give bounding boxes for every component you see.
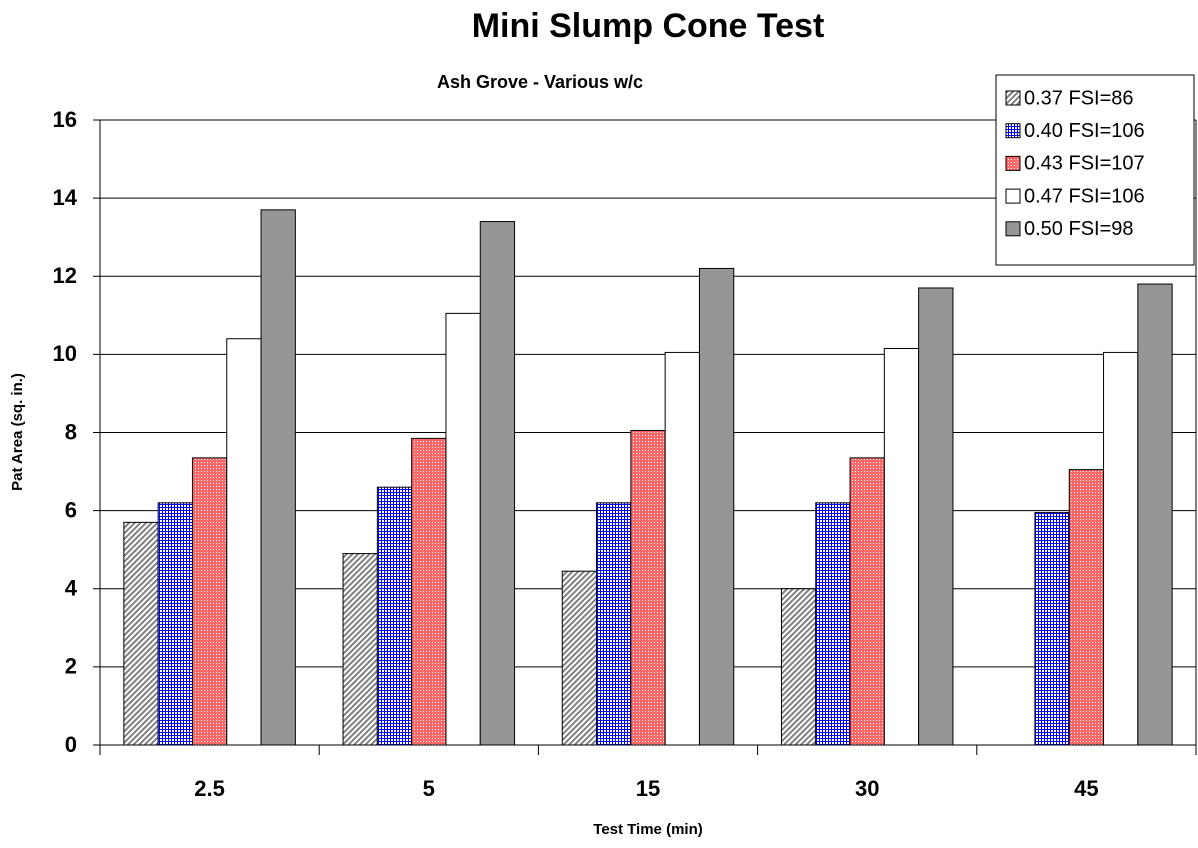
bar <box>561 570 598 746</box>
bar <box>1137 283 1173 746</box>
legend-label: 0.43 FSI=107 <box>1024 153 1145 175</box>
chart-title: Mini Slump Cone Test <box>472 7 825 45</box>
bar <box>1068 469 1105 746</box>
bar <box>630 430 666 746</box>
legend-swatch <box>1005 221 1021 237</box>
bar <box>780 588 817 746</box>
bar <box>123 521 159 746</box>
legend-box <box>995 74 1195 266</box>
x-tick-label: 45 <box>1074 776 1098 801</box>
y-tick-label: 8 <box>65 419 77 444</box>
bar <box>445 312 481 746</box>
bar <box>479 221 516 746</box>
bar <box>883 348 920 746</box>
chart-subtitle: Ash Grove - Various w/c <box>437 72 643 92</box>
y-tick-label: 4 <box>65 576 78 601</box>
bar <box>815 502 851 746</box>
x-tick-label: 5 <box>423 776 435 801</box>
y-axis-label: Pat Area (sq. in.) <box>9 373 26 491</box>
bar <box>1103 351 1139 746</box>
y-tick-label: 0 <box>65 732 77 757</box>
y-tick-label: 12 <box>53 263 77 288</box>
x-tick-label: 30 <box>855 776 879 801</box>
y-tick-label: 2 <box>65 654 77 679</box>
legend-swatch <box>1005 188 1021 204</box>
bar <box>260 209 296 746</box>
legend-swatch <box>1005 123 1021 139</box>
legend-swatch <box>1005 155 1021 171</box>
bar <box>596 502 632 746</box>
bar <box>226 338 262 746</box>
bar <box>849 457 885 746</box>
legend-label: 0.37 FSI=86 <box>1024 87 1134 109</box>
y-tick-label: 10 <box>53 341 77 366</box>
bar <box>411 437 447 746</box>
x-tick-label: 2.5 <box>194 776 225 801</box>
legend-label: 0.47 FSI=106 <box>1024 185 1145 207</box>
bar <box>698 267 735 746</box>
bar <box>664 351 700 746</box>
bar <box>1034 512 1070 746</box>
bar <box>376 486 413 746</box>
x-axis-label: Test Time (min) <box>593 821 702 838</box>
legend-swatch <box>1005 90 1021 106</box>
y-tick-label: 6 <box>65 497 77 522</box>
bar <box>918 287 954 746</box>
legend-label: 0.40 FSI=106 <box>1024 120 1145 142</box>
legend-label: 0.50 FSI=98 <box>1024 218 1134 240</box>
x-tick-label: 15 <box>636 776 660 801</box>
bar <box>157 502 193 746</box>
bar <box>191 457 228 746</box>
y-tick-label: 14 <box>53 185 78 210</box>
y-tick-label: 16 <box>53 107 77 132</box>
bar <box>342 553 378 746</box>
